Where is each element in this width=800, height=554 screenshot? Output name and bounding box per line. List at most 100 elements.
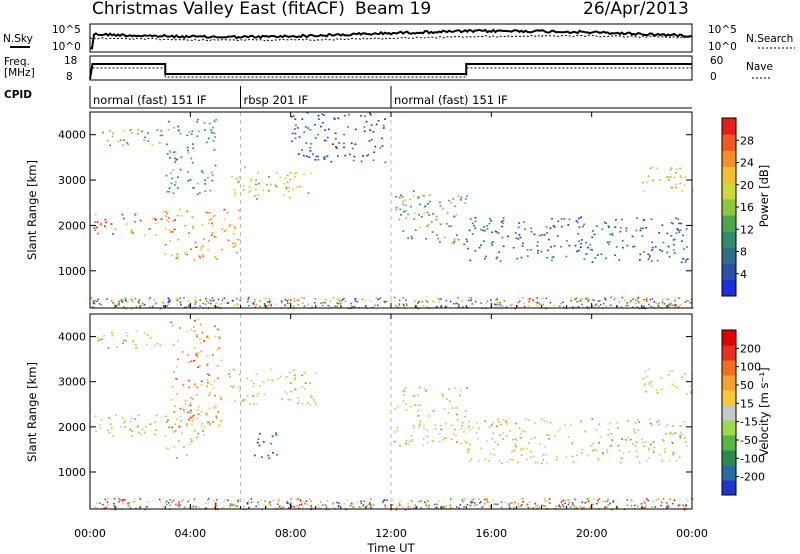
- echo-cell: [669, 176, 672, 178]
- echo-cell: [670, 302, 672, 304]
- echo-cell: [351, 147, 354, 150]
- echo-cell: [173, 371, 175, 373]
- echo-cell: [410, 500, 413, 502]
- echo-cell: [258, 444, 261, 447]
- echo-cell: [284, 390, 286, 393]
- echo-cell: [188, 386, 190, 389]
- echo-cell: [532, 299, 535, 301]
- echo-cell: [679, 504, 681, 506]
- echo-cell: [327, 304, 329, 307]
- echo-cell: [138, 302, 140, 304]
- echo-cell: [553, 304, 555, 307]
- echo-cell: [623, 299, 626, 302]
- echo-cell: [513, 449, 516, 452]
- echo-cell: [515, 237, 518, 239]
- echo-cell: [611, 234, 614, 237]
- echo-cell: [194, 383, 196, 385]
- echo-cell: [304, 503, 306, 506]
- echo-cell: [163, 305, 165, 307]
- echo-cell: [210, 234, 213, 237]
- echo-cell: [171, 426, 174, 429]
- echo-cell: [597, 457, 600, 460]
- echo-cell: [208, 394, 211, 396]
- echo-cell: [530, 249, 532, 251]
- echo-cell: [544, 500, 546, 502]
- echo-cell: [289, 178, 292, 181]
- echo-cell: [143, 304, 146, 306]
- echo-cell: [470, 299, 472, 301]
- echo-cell: [546, 499, 548, 502]
- echo-cell: [540, 250, 543, 253]
- echo-cell: [568, 502, 570, 504]
- echo-cell: [578, 249, 580, 252]
- echo-cell: [187, 354, 190, 356]
- echo-cell: [218, 337, 221, 340]
- echo-cell: [171, 231, 174, 233]
- echo-cell: [379, 147, 382, 149]
- echo-cell: [642, 441, 645, 444]
- echo-cell: [237, 217, 240, 220]
- echo-cell: [156, 342, 159, 345]
- echo-cell: [232, 246, 235, 248]
- echo-cell: [309, 403, 312, 406]
- echo-cell: [414, 229, 417, 231]
- echo-cell: [205, 507, 207, 509]
- echo-cell: [562, 499, 564, 502]
- echo-cell: [194, 303, 196, 305]
- echo-cell: [549, 227, 552, 229]
- echo-cell: [369, 113, 372, 116]
- echo-cell: [450, 438, 453, 441]
- echo-cell: [253, 303, 255, 306]
- echo-cell: [391, 504, 394, 506]
- echo-cell: [180, 420, 182, 422]
- echo-cell: [483, 226, 485, 228]
- echo-cell: [628, 451, 631, 453]
- noise-left-tick-high: 10^5: [52, 24, 81, 36]
- echo-cell: [616, 421, 619, 424]
- echo-cell: [184, 399, 187, 402]
- echo-cell: [199, 299, 201, 301]
- echo-cell: [515, 445, 517, 448]
- echo-cell: [203, 426, 206, 428]
- echo-cell: [576, 454, 578, 457]
- echo-cell: [633, 504, 636, 507]
- echo-cell: [214, 504, 217, 506]
- echo-cell: [192, 186, 195, 189]
- echo-cell: [517, 503, 520, 505]
- echo-cell: [668, 255, 671, 258]
- echo-cell: [317, 158, 320, 161]
- echo-cell: [686, 258, 689, 260]
- echo-cell: [232, 300, 234, 302]
- echo-cell: [177, 358, 179, 361]
- echo-cell: [612, 500, 615, 502]
- echo-cell: [440, 298, 442, 300]
- echo-cell: [450, 424, 453, 426]
- echo-cell: [144, 303, 147, 305]
- echo-cell: [132, 300, 134, 302]
- echo-cell: [124, 426, 126, 428]
- echo-cell: [626, 499, 628, 501]
- echo-cell: [621, 296, 623, 299]
- echo-cell: [522, 297, 524, 299]
- echo-cell: [668, 298, 670, 301]
- echo-cell: [336, 305, 339, 307]
- echo-cell: [404, 508, 407, 511]
- echo-cell: [418, 214, 420, 216]
- echo-cell: [343, 297, 345, 300]
- echo-cell: [337, 302, 340, 305]
- echo-cell: [267, 454, 270, 457]
- echo-cell: [409, 198, 412, 201]
- echo-cell: [224, 499, 226, 501]
- echo-cell: [648, 457, 650, 459]
- echo-cell: [662, 440, 665, 442]
- echo-cell: [411, 440, 413, 442]
- echo-cell: [170, 321, 173, 324]
- echo-cell: [485, 499, 488, 501]
- echo-cell: [418, 386, 421, 388]
- echo-cell: [672, 239, 675, 241]
- echo-cell: [270, 304, 272, 307]
- echo-cell: [90, 297, 93, 299]
- echo-cell: [291, 505, 293, 508]
- echo-cell: [129, 129, 132, 131]
- echo-cell: [618, 259, 621, 261]
